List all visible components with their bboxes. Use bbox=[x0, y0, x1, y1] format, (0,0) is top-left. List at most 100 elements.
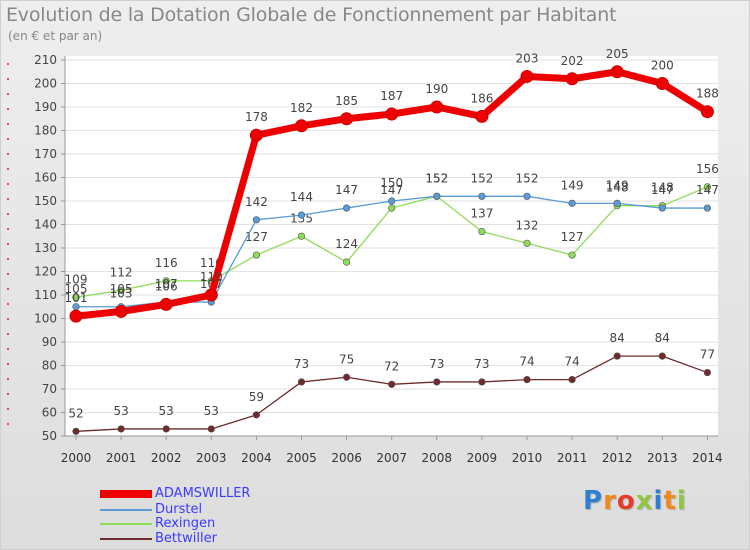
point-bettwiller-2012 bbox=[613, 352, 621, 360]
data-label-adamswiller-2000: 101 bbox=[65, 291, 88, 305]
point-rexingen-2001 bbox=[117, 286, 125, 294]
data-label-adamswiller-2006: 185 bbox=[335, 94, 358, 108]
point-durstel-2009 bbox=[478, 192, 486, 200]
y-tick-label-60: 60 bbox=[42, 406, 57, 420]
legend-swatch-bettwiller bbox=[100, 537, 152, 540]
data-label-bettwiller-2012: 84 bbox=[610, 331, 625, 345]
data-label-adamswiller-2004: 178 bbox=[245, 110, 268, 124]
data-label-durstel-2006: 147 bbox=[335, 183, 358, 197]
data-label-rexingen-2011: 127 bbox=[561, 230, 584, 244]
point-durstel-2012 bbox=[613, 199, 621, 207]
y-tick-label-180: 180 bbox=[34, 124, 57, 138]
data-label-bettwiller-2009: 73 bbox=[474, 357, 489, 371]
point-adamswiller-2013 bbox=[655, 77, 669, 90]
point-rexingen-2004 bbox=[252, 251, 260, 259]
x-tick-label-2002: 2002 bbox=[151, 451, 182, 465]
point-bettwiller-2000 bbox=[72, 427, 80, 435]
legend-item-bettwiller: Bettwiller bbox=[100, 531, 217, 546]
data-label-bettwiller-2011: 74 bbox=[564, 355, 579, 369]
point-bettwiller-2011 bbox=[568, 376, 576, 384]
point-rexingen-2006 bbox=[343, 258, 351, 266]
logo-letter: i bbox=[653, 486, 664, 516]
x-tick-label-2011: 2011 bbox=[557, 451, 588, 465]
data-label-durstel-2010: 152 bbox=[516, 171, 539, 185]
data-label-rexingen-2009: 137 bbox=[470, 207, 493, 221]
legend-item-durstel: Durstel bbox=[100, 502, 202, 517]
data-label-bettwiller-2014: 77 bbox=[700, 348, 715, 362]
data-label-adamswiller-2013: 200 bbox=[651, 59, 674, 73]
data-label-bettwiller-2003: 53 bbox=[204, 404, 219, 418]
x-tick-label-2005: 2005 bbox=[286, 451, 317, 465]
point-bettwiller-2006 bbox=[343, 373, 351, 381]
x-tick-label-2014: 2014 bbox=[692, 451, 723, 465]
data-label-rexingen-2013: 148 bbox=[651, 181, 674, 195]
data-label-durstel-2011: 149 bbox=[561, 178, 584, 192]
y-tick-label-50: 50 bbox=[42, 429, 57, 443]
data-label-rexingen-2000: 109 bbox=[65, 272, 88, 286]
data-label-durstel-2001: 105 bbox=[110, 282, 133, 296]
point-adamswiller-2011 bbox=[565, 72, 579, 86]
data-label-durstel-2008: 152 bbox=[425, 171, 448, 185]
data-label-adamswiller-2001: 103 bbox=[110, 286, 133, 300]
data-label-adamswiller-2005: 182 bbox=[290, 101, 313, 115]
legend-swatch-durstel bbox=[100, 508, 152, 511]
point-adamswiller-2014 bbox=[700, 105, 714, 119]
data-label-adamswiller-2008: 190 bbox=[425, 82, 448, 96]
point-adamswiller-2008 bbox=[430, 100, 444, 114]
point-rexingen-2005 bbox=[297, 232, 306, 240]
data-label-bettwiller-2005: 73 bbox=[294, 357, 309, 371]
y-tick-label-80: 80 bbox=[42, 359, 57, 373]
x-tick-label-2008: 2008 bbox=[422, 451, 453, 465]
point-adamswiller-2001 bbox=[114, 304, 128, 318]
point-durstel-2005 bbox=[297, 211, 306, 219]
point-adamswiller-2004 bbox=[249, 128, 263, 142]
chart-title: Evolution de la Dotation Globale de Fonc… bbox=[6, 4, 617, 26]
data-label-durstel-2012: 149 bbox=[606, 178, 629, 192]
data-label-rexingen-2001: 112 bbox=[110, 265, 133, 279]
x-tick-label-2006: 2006 bbox=[331, 451, 362, 465]
point-bettwiller-2007 bbox=[388, 380, 396, 388]
point-adamswiller-2012 bbox=[610, 65, 624, 79]
data-label-bettwiller-2007: 72 bbox=[384, 359, 399, 373]
data-label-bettwiller-2004: 59 bbox=[249, 390, 264, 404]
point-durstel-2006 bbox=[343, 204, 351, 212]
legend-label-durstel: Durstel bbox=[155, 502, 203, 517]
data-label-adamswiller-2011: 202 bbox=[561, 54, 584, 68]
data-label-durstel-2004: 142 bbox=[245, 195, 268, 209]
point-adamswiller-2010 bbox=[520, 69, 534, 83]
data-label-durstel-2009: 152 bbox=[470, 171, 493, 185]
x-tick-label-2012: 2012 bbox=[602, 451, 633, 465]
logo-letter: t bbox=[663, 486, 677, 516]
y-tick-label-110: 110 bbox=[34, 288, 57, 302]
point-bettwiller-2003 bbox=[207, 425, 215, 433]
data-label-rexingen-2006: 124 bbox=[335, 237, 358, 251]
data-label-adamswiller-2002: 106 bbox=[155, 279, 178, 293]
point-adamswiller-2007 bbox=[385, 107, 399, 121]
point-rexingen-2007 bbox=[388, 204, 396, 212]
point-adamswiller-2006 bbox=[340, 112, 354, 126]
data-label-bettwiller-2000: 52 bbox=[68, 406, 83, 420]
point-bettwiller-2004 bbox=[252, 411, 260, 419]
x-tick-label-2004: 2004 bbox=[241, 451, 272, 465]
data-label-durstel-2002: 107 bbox=[155, 277, 178, 291]
y-tick-label-100: 100 bbox=[34, 312, 57, 326]
point-bettwiller-2013 bbox=[658, 352, 666, 360]
point-adamswiller-2009 bbox=[475, 109, 489, 123]
x-tick-label-2010: 2010 bbox=[512, 451, 543, 465]
y-tick-label-190: 190 bbox=[34, 100, 57, 114]
legend-label-bettwiller: Bettwiller bbox=[155, 531, 217, 546]
y-tick-label-130: 130 bbox=[34, 241, 57, 255]
logo-letter: r bbox=[603, 486, 617, 516]
data-label-rexingen-2014: 156 bbox=[696, 162, 719, 176]
point-bettwiller-2001 bbox=[117, 425, 125, 433]
logo-letter: x bbox=[635, 486, 654, 516]
data-label-adamswiller-2012: 205 bbox=[606, 47, 629, 61]
point-rexingen-2014 bbox=[703, 183, 712, 191]
point-durstel-2014 bbox=[703, 204, 712, 212]
y-tick-label-140: 140 bbox=[34, 218, 57, 232]
chart-subtitle: (en € et par an) bbox=[8, 29, 103, 43]
y-tick-label-70: 70 bbox=[42, 382, 57, 396]
data-label-durstel-2005: 144 bbox=[290, 190, 313, 204]
y-tick-label-120: 120 bbox=[34, 265, 57, 279]
point-adamswiller-2005 bbox=[295, 119, 308, 133]
